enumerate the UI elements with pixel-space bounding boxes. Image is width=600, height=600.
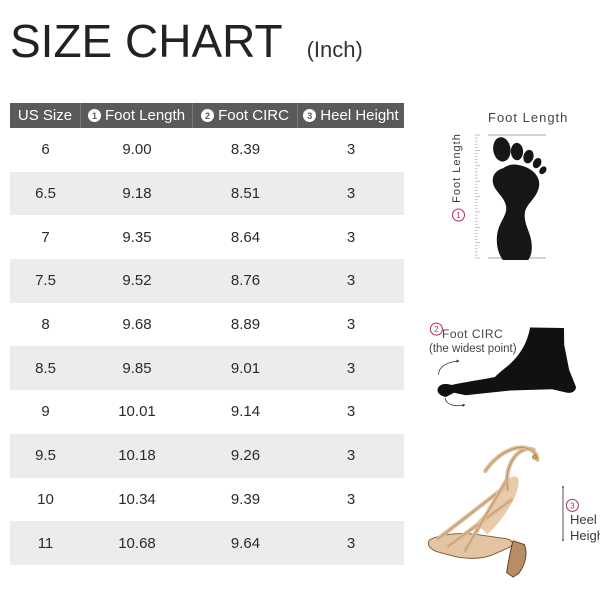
- svg-text:1: 1: [456, 211, 461, 220]
- svg-text:(the widest point): (the widest point): [429, 343, 517, 355]
- svg-text:Heel: Heel: [570, 512, 597, 527]
- svg-text:Height: Height: [570, 528, 600, 543]
- svg-text:3: 3: [570, 501, 575, 510]
- svg-text:2: 2: [434, 325, 439, 334]
- svg-text:Foot CIRC: Foot CIRC: [442, 327, 503, 341]
- svg-text:Foot Length: Foot Length: [488, 110, 568, 125]
- svg-text:Foot Length: Foot Length: [451, 133, 463, 203]
